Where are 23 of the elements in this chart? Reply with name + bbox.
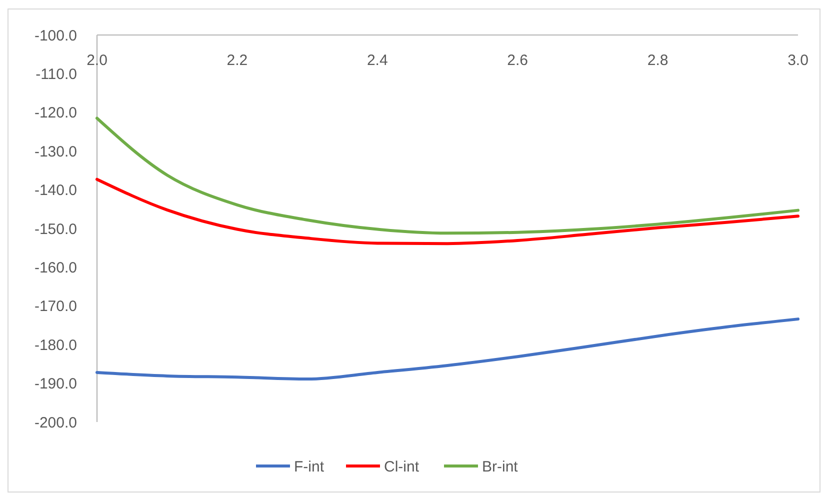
y-tick-label: -150.0 — [34, 220, 77, 238]
legend-label: F-int — [294, 458, 325, 476]
y-tick-label: -160.0 — [34, 259, 77, 276]
x-tick-label: 2.8 — [647, 52, 668, 69]
y-tick-label: -170.0 — [34, 298, 77, 316]
x-tick-label: 3.0 — [788, 52, 808, 69]
y-tick-label: -130.0 — [34, 143, 77, 160]
y-tick-label: -140.0 — [34, 182, 77, 200]
x-tick-label: 2.0 — [86, 52, 108, 69]
x-tick-label: 2.2 — [226, 52, 248, 69]
y-tick-label: -100.0 — [34, 27, 77, 44]
legend-label: Br-int — [482, 458, 519, 476]
line-series — [96, 178, 800, 246]
x-tick-label: 2.6 — [507, 52, 528, 69]
line-series — [96, 116, 800, 235]
y-tick-label: -180.0 — [34, 336, 77, 354]
line-series — [96, 318, 800, 381]
y-tick-label: -190.0 — [34, 376, 77, 393]
y-tick-label: -200.0 — [34, 414, 77, 432]
y-tick-label: -110.0 — [36, 66, 77, 83]
legend-label: Cl-int — [384, 458, 420, 476]
x-tick-label: 2.4 — [366, 52, 388, 69]
y-tick-label: -120.0 — [34, 104, 77, 122]
